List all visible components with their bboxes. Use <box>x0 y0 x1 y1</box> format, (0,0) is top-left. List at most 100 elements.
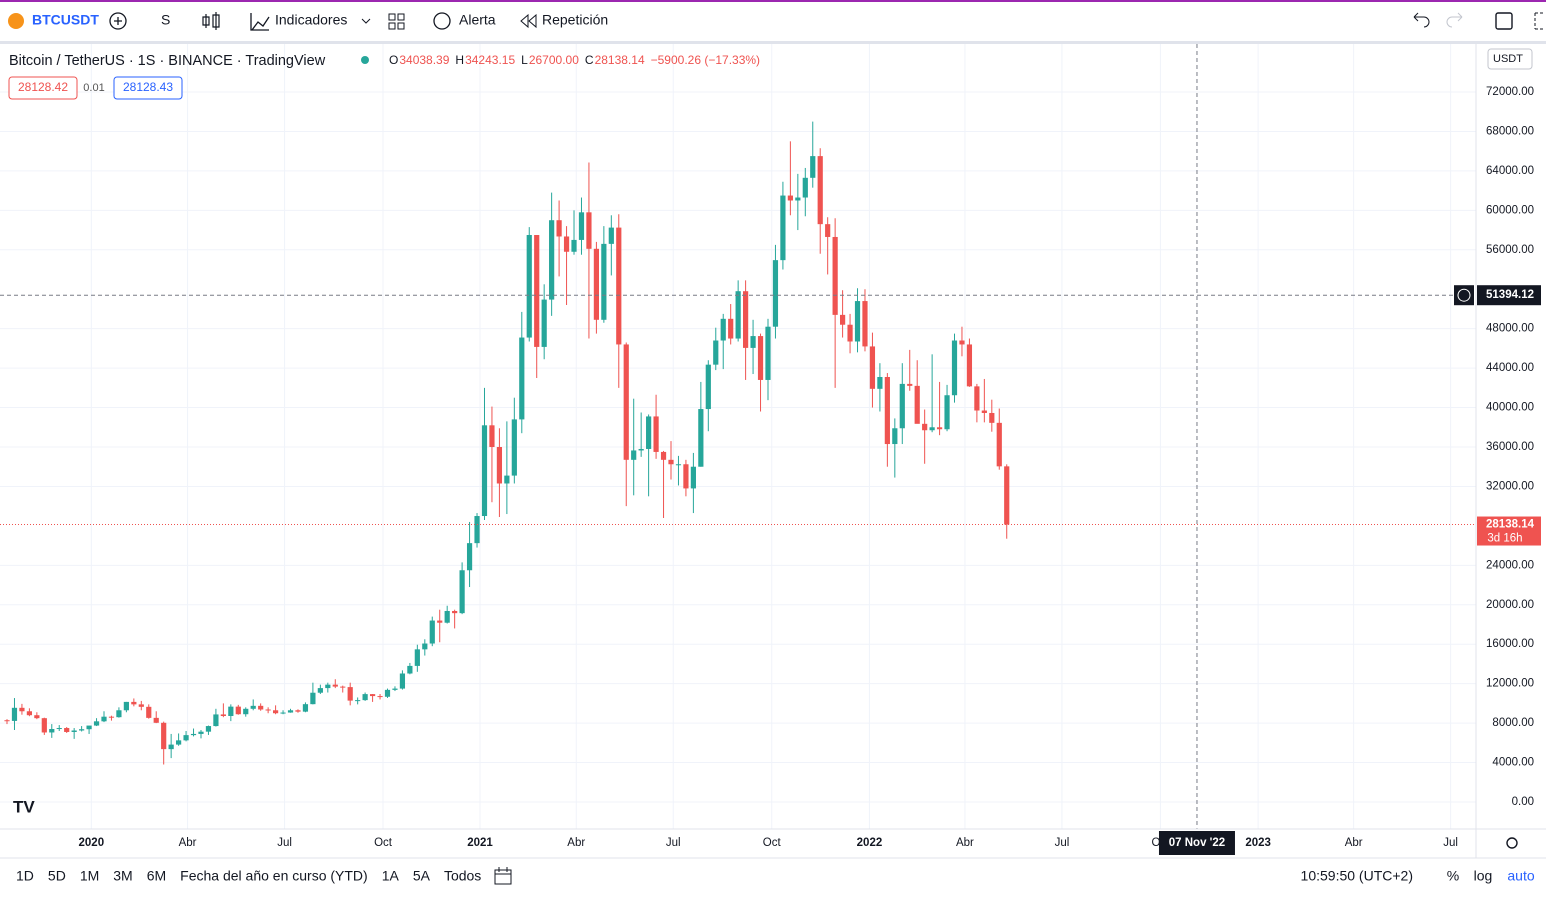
sell-price[interactable]: 28128.42 <box>18 80 68 94</box>
range-button[interactable]: 1D <box>16 868 34 884</box>
ohlc-key: C <box>585 53 594 67</box>
candle-body <box>608 227 614 244</box>
candle-body <box>220 714 226 716</box>
fullscreen[interactable] <box>1495 12 1513 30</box>
range-button[interactable]: 6M <box>147 868 166 884</box>
settings-icon[interactable] <box>1506 837 1518 849</box>
date-range-icon[interactable] <box>494 867 512 885</box>
x-tick-label: Oct <box>374 837 393 849</box>
percent-toggle[interactable]: % <box>1447 868 1459 884</box>
candle-body <box>996 422 1002 467</box>
candle-body <box>108 716 115 718</box>
range-button[interactable]: 1A <box>382 868 400 884</box>
snapshot[interactable] <box>1534 12 1545 30</box>
candle-body <box>526 234 532 338</box>
y-tick-label: 0.00 <box>1512 796 1534 808</box>
range-button[interactable]: Todos <box>444 868 481 884</box>
log-toggle[interactable]: log <box>1474 868 1493 884</box>
buy-price[interactable]: 28128.43 <box>123 80 173 94</box>
candle-body <box>519 337 525 420</box>
currency-box[interactable] <box>1487 48 1533 70</box>
candle-body <box>347 687 353 701</box>
candle-body <box>959 340 965 345</box>
undo[interactable] <box>1413 12 1430 28</box>
candle-body <box>892 428 898 445</box>
toolbar-border <box>0 41 1546 44</box>
x-tick-label: Abr <box>567 837 585 849</box>
ohlc-key: H <box>455 53 464 67</box>
y-tick-label: 56000.00 <box>1486 244 1534 256</box>
candle-body <box>258 705 264 710</box>
candle-body <box>1004 466 1010 525</box>
candle-body <box>153 717 159 723</box>
x-tick-label: Abr <box>179 837 197 849</box>
candle-body <box>19 707 25 712</box>
candle-body <box>877 376 883 389</box>
auto-toggle[interactable]: auto <box>1507 868 1534 884</box>
y-tick-label: 40000.00 <box>1486 402 1534 414</box>
candle-body <box>504 475 510 484</box>
ohlc-change: −5900.26 (−17.33%) <box>651 53 760 67</box>
candle-body <box>407 665 413 674</box>
candle-body <box>802 177 808 198</box>
range-button[interactable]: Fecha del año en curso (YTD) <box>180 868 368 884</box>
interval[interactable]: S <box>161 12 170 28</box>
candle-body <box>720 318 726 341</box>
add-alert-box[interactable] <box>1454 285 1474 306</box>
candle-body <box>302 704 309 712</box>
add-symbol[interactable] <box>109 12 127 30</box>
candle-body <box>49 729 55 733</box>
y-tick-label: 12000.00 <box>1486 678 1534 690</box>
range-button[interactable]: 3M <box>113 868 132 884</box>
candle-body <box>183 735 189 741</box>
crosshair-date: 07 Nov '22 <box>1169 837 1225 849</box>
indicators-icon[interactable] <box>250 13 270 31</box>
currency[interactable]: USDT <box>1493 53 1523 65</box>
sell-box[interactable] <box>8 76 78 100</box>
candle-body <box>101 716 107 722</box>
replay[interactable]: Repetición <box>542 12 608 28</box>
indicators[interactable]: Indicadores <box>275 12 347 28</box>
alert-icon[interactable] <box>433 12 451 30</box>
range-button[interactable]: 5D <box>48 868 66 884</box>
symbol[interactable]: BTCUSDT <box>32 12 99 28</box>
candle-body <box>116 710 122 718</box>
dropdown[interactable] <box>361 18 371 24</box>
range-button[interactable]: 5A <box>413 868 431 884</box>
crosshair-price-box <box>1477 285 1541 306</box>
candle-body <box>437 620 443 623</box>
add-symbol-plus <box>114 17 122 25</box>
ohlc-value: 28138.14 <box>595 53 645 67</box>
candle-body <box>713 340 719 365</box>
candle-body <box>735 291 741 339</box>
x-tick-label: Jul <box>1443 837 1458 849</box>
add-alert-icon[interactable] <box>1457 288 1471 302</box>
candle-body <box>869 346 876 389</box>
candle-body <box>646 416 652 449</box>
candle-body <box>295 710 301 712</box>
range-button[interactable]: 1M <box>80 868 99 884</box>
replay-icon[interactable] <box>520 13 537 29</box>
candle-body <box>265 709 271 711</box>
candle-body <box>138 704 144 707</box>
candle-body <box>317 688 323 693</box>
redo[interactable] <box>1446 12 1463 28</box>
candle-body <box>235 706 241 715</box>
candle-body <box>899 383 905 429</box>
candle-body <box>668 459 674 465</box>
layouts-icon[interactable] <box>388 13 405 30</box>
bottom-bar: 1D 5D 1M 3M 6M Fecha del año en curso (YTD) 1A… <box>16 868 481 884</box>
candle-body <box>56 728 62 730</box>
x-tick-label: Abr <box>956 837 974 849</box>
candle-body <box>131 701 137 705</box>
candle-body <box>123 701 129 711</box>
candle-body <box>854 301 861 342</box>
buy-box[interactable] <box>113 76 183 100</box>
alert[interactable]: Alerta <box>459 12 496 28</box>
candle-body <box>989 412 995 423</box>
ohlc-value: 26700.00 <box>529 53 579 67</box>
candle-body <box>907 383 913 386</box>
chart-type-icon[interactable] <box>202 12 220 30</box>
tv-logo[interactable]: TV <box>13 797 35 816</box>
candle-body <box>250 705 256 709</box>
